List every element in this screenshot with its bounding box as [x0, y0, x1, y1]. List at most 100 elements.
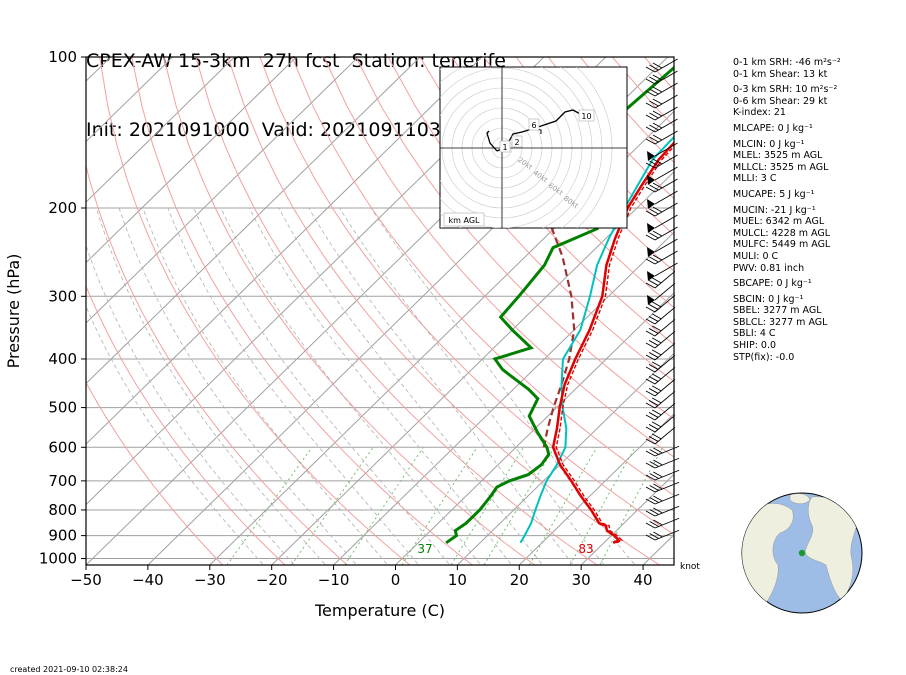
wind-barb-flag [647, 247, 655, 257]
wind-barb-feather [648, 400, 659, 406]
y-tick-label: 900 [48, 527, 77, 545]
wind-barb-flag [647, 151, 655, 161]
hodograph-frame [439, 66, 628, 229]
isotherm-line [456, 352, 674, 565]
index-line: 0-3 km SRH: 10 m²s⁻² [733, 84, 838, 96]
wind-barb-feather [645, 114, 656, 121]
hodograph-height-box [499, 140, 511, 153]
wind-barb-staff [654, 342, 676, 361]
moist-adiabat-line [142, 207, 389, 565]
isotherm-line [86, 57, 483, 445]
index-line: MLEL: 3525 m AGL [733, 150, 823, 162]
wind-barb-feather [649, 449, 659, 455]
wind-barb-staff [654, 457, 680, 469]
wind-barb-staff [654, 414, 676, 433]
y-tick-label: 500 [48, 399, 77, 417]
wind-barb-staff [654, 354, 676, 373]
mixing-ratio-line [344, 447, 424, 565]
x-tick-label: 20 [510, 571, 529, 589]
wind-barb-feather [649, 485, 659, 491]
x-tick-label: 30 [572, 571, 591, 589]
index-line: MLCAPE: 0 J kg⁻¹ [733, 122, 813, 134]
wind-barb-feather [649, 473, 659, 479]
created-timestamp: created 2021-09-10 02:38:24 [10, 665, 128, 674]
wind-barb-staff [654, 366, 676, 385]
moist-adiabat-line [86, 305, 265, 565]
dry-adiabat-line [86, 284, 286, 565]
wind-barb-feather [645, 282, 656, 289]
moist-adiabat-line [86, 244, 296, 565]
y-tick-label: 700 [48, 472, 77, 490]
dry-adiabat-line [483, 57, 674, 272]
wind-barb-feather [645, 90, 656, 97]
wind-barb-feather [651, 385, 662, 392]
wind-barb-feather [651, 313, 662, 320]
hodograph-height-label: 1 [502, 143, 507, 152]
wind-barb-feather [648, 352, 659, 358]
wind-barb-feather [649, 533, 659, 539]
wind-barb-feather [652, 110, 663, 117]
virtual-temperature-trace [555, 145, 674, 544]
wind-barb-feather [649, 184, 659, 191]
dry-adiabat-line [195, 57, 598, 565]
wind-barb-feather [645, 318, 656, 325]
wind-barb-feather [649, 232, 659, 239]
locator-globe [741, 492, 863, 614]
wind-barb-feather [651, 325, 662, 332]
wind-barb-feather [652, 230, 663, 237]
wind-barb-flag [647, 295, 655, 305]
wind-barb-feather [649, 497, 659, 503]
wind-barb-feather [648, 340, 659, 346]
hodograph-height-box [578, 109, 595, 122]
isotherm-line [86, 57, 359, 324]
wind-barb-staff [654, 282, 676, 301]
wind-barb-staff [654, 318, 676, 337]
wind-barb-feather [645, 306, 656, 313]
index-line: SBLI: 4 C [733, 328, 776, 340]
isotherm-line [518, 413, 674, 565]
index-line: STP(fix): -0.0 [733, 351, 795, 363]
index-line: SBLCL: 3277 m AGL [733, 316, 828, 328]
wind-barb-flag [647, 175, 655, 185]
hodograph-legend-label: km AGL [449, 216, 481, 225]
isotherm-line [209, 110, 674, 565]
y-axis-label: Pressure (hPa) [4, 254, 23, 369]
y-tick-label: 200 [48, 199, 77, 217]
wind-barb-staff [654, 469, 680, 481]
y-tick-label: 400 [48, 350, 77, 368]
wind-barb-feather [645, 66, 656, 73]
wind-barb-feather [649, 100, 659, 107]
y-tick-label: 300 [48, 287, 77, 305]
wind-barb-feather [651, 349, 662, 356]
wind-barb-feather [645, 186, 656, 193]
wind-barb-feather [648, 328, 659, 334]
wind-barb-feather [648, 304, 659, 310]
wind-barb-feather [645, 450, 656, 457]
wind-barb-feather [649, 461, 659, 467]
wind-barb-feather [645, 498, 656, 505]
wind-barb-feather [653, 507, 663, 514]
wind-barb-staff [654, 517, 680, 529]
dry-adiabat-line [163, 57, 536, 565]
moist-adiabat-line [339, 207, 605, 565]
dry-adiabat-line [86, 381, 224, 565]
wind-barb-feather [645, 486, 656, 493]
index-line: MULFC: 5449 m AGL [733, 239, 831, 251]
wind-barb-feather [648, 316, 659, 322]
wind-barb-feather [652, 254, 663, 261]
y-tick-label: 800 [48, 501, 77, 519]
index-line: SBCIN: 0 J kg⁻¹ [733, 293, 804, 305]
wind-barb-staff [654, 445, 680, 457]
surface-dewpoint-label: 37 [417, 542, 432, 556]
mixing-ratio-line [483, 447, 555, 565]
wind-barb-feather [645, 426, 656, 433]
hodograph-trace-0 [486, 130, 498, 152]
moist-adiabat-line [278, 207, 544, 565]
wind-barb-staff [654, 330, 676, 349]
index-line: MULI: 0 C [733, 250, 779, 262]
wind-barb-staff [654, 481, 680, 493]
plot-frame [85, 56, 675, 566]
wind-barb-staff [654, 306, 676, 325]
y-tick-label: 100 [48, 48, 77, 66]
